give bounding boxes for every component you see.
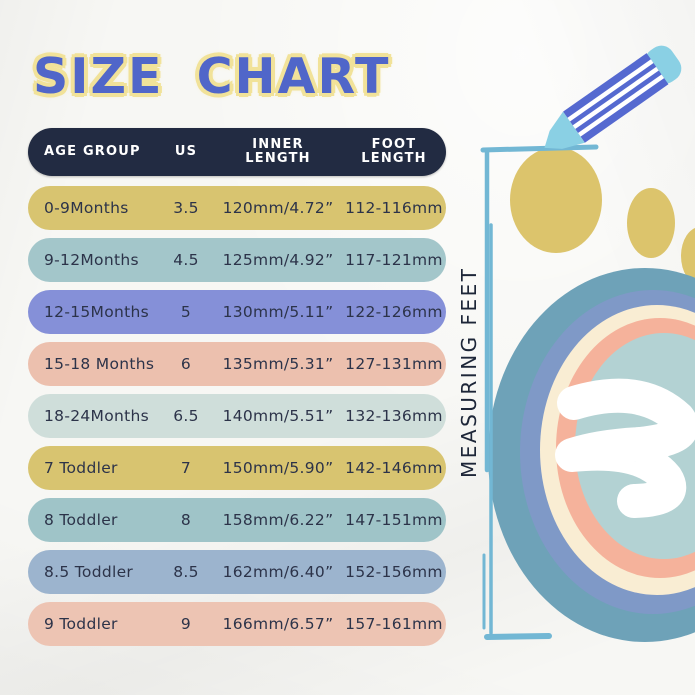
table-cell-us: 8.5	[173, 563, 199, 581]
table-row: 7 Toddler 7 150mm/5.90” 142-146mm	[28, 446, 446, 490]
table-cell-foot_length: 122-126mm	[345, 303, 443, 321]
table-cell-inner_length: 130mm/5.11”	[222, 303, 334, 321]
foot-band-salmon	[556, 318, 695, 578]
foot-squiggle	[555, 378, 695, 518]
table-row: 0-9Months 3.5 120mm/4.72” 112-116mm	[28, 186, 446, 230]
table-cell-inner_length: 162mm/6.40”	[222, 563, 334, 581]
table-cell-inner_length: 158mm/6.22”	[222, 511, 334, 529]
foot-band-blue	[520, 290, 695, 614]
table-cell-inner_length: 120mm/4.72”	[222, 199, 334, 217]
table-row: 12-15Months 5 130mm/5.11” 122-126mm	[28, 290, 446, 334]
column-header-us: US	[174, 143, 198, 159]
table-cell-foot_length: 147-151mm	[345, 511, 443, 529]
table-cell-age_group: 12-15Months	[44, 303, 149, 321]
table-cell-foot_length: 112-116mm	[345, 199, 443, 217]
measuring-feet-label: MEASURING FEET	[457, 266, 481, 478]
foot-band-outer	[488, 268, 695, 642]
table-cell-us: 6.5	[173, 407, 199, 425]
page-title: SIZE CHART	[33, 48, 391, 105]
table-cell-age_group: 18-24Months	[44, 407, 149, 425]
table-cell-age_group: 9 Toddler	[44, 615, 118, 633]
baby-foot-icon	[488, 147, 695, 642]
pencil-tip	[544, 111, 585, 149]
table-cell-age_group: 8 Toddler	[44, 511, 118, 529]
table-cell-us: 5	[180, 303, 192, 321]
table-cell-foot_length: 157-161mm	[345, 615, 443, 633]
table-cell-us: 8	[180, 511, 192, 529]
table-row: 9 Toddler 9 166mm/6.57” 157-161mm	[28, 602, 446, 646]
table-row: 8.5 Toddler 8.5 162mm/6.40” 152-156mm	[28, 550, 446, 594]
foot-band-cream	[540, 305, 695, 595]
pencil-eraser	[645, 45, 682, 84]
table-header: AGE GROUP US INNER LENGTH FOOT LENGTH	[28, 128, 446, 176]
table-cell-age_group: 9-12Months	[44, 251, 139, 269]
measuring-bracket	[480, 144, 599, 640]
table-cell-age_group: 7 Toddler	[44, 459, 118, 477]
table-cell-age_group: 0-9Months	[44, 199, 129, 217]
pencil-icon	[544, 45, 682, 149]
table-row: 18-24Months 6.5 140mm/5.51” 132-136mm	[28, 394, 446, 438]
table-cell-inner_length: 150mm/5.90”	[222, 459, 334, 477]
second-toe	[627, 188, 675, 258]
table-row: 8 Toddler 8 158mm/6.22” 147-151mm	[28, 498, 446, 542]
table-cell-foot_length: 117-121mm	[345, 251, 443, 269]
table-cell-inner_length: 135mm/5.31”	[222, 355, 334, 373]
column-header-age-group: AGE GROUP	[44, 143, 141, 159]
table-cell-age_group: 15-18 Months	[44, 355, 155, 373]
table-cell-us: 3.5	[173, 199, 199, 217]
table-cell-foot_length: 132-136mm	[345, 407, 443, 425]
size-table: AGE GROUP US INNER LENGTH FOOT LENGTH 0-…	[28, 128, 446, 654]
table-cell-inner_length: 140mm/5.51”	[222, 407, 334, 425]
table-cell-foot_length: 152-156mm	[345, 563, 443, 581]
table-row: 9-12Months 4.5 125mm/4.92” 117-121mm	[28, 238, 446, 282]
table-body: 0-9Months 3.5 120mm/4.72” 112-116mm 9-12Mont…	[28, 186, 446, 646]
column-header-foot-length: FOOT LENGTH	[361, 136, 427, 166]
pencil-body	[563, 53, 669, 143]
table-cell-us: 6	[180, 355, 192, 373]
table-cell-inner_length: 125mm/4.92”	[222, 251, 334, 269]
table-cell-foot_length: 127-131mm	[345, 355, 443, 373]
third-toe	[681, 228, 695, 284]
table-cell-us: 4.5	[173, 251, 199, 269]
foot-inner-fill	[575, 333, 695, 559]
column-header-inner-length: INNER LENGTH	[245, 136, 311, 166]
big-toe	[510, 147, 602, 253]
table-cell-foot_length: 142-146mm	[345, 459, 443, 477]
table-cell-age_group: 8.5 Toddler	[44, 563, 134, 581]
table-cell-us: 9	[180, 615, 192, 633]
table-row: 15-18 Months 6 135mm/5.31” 127-131mm	[28, 342, 446, 386]
table-cell-us: 7	[180, 459, 192, 477]
table-cell-inner_length: 166mm/6.57”	[222, 615, 334, 633]
